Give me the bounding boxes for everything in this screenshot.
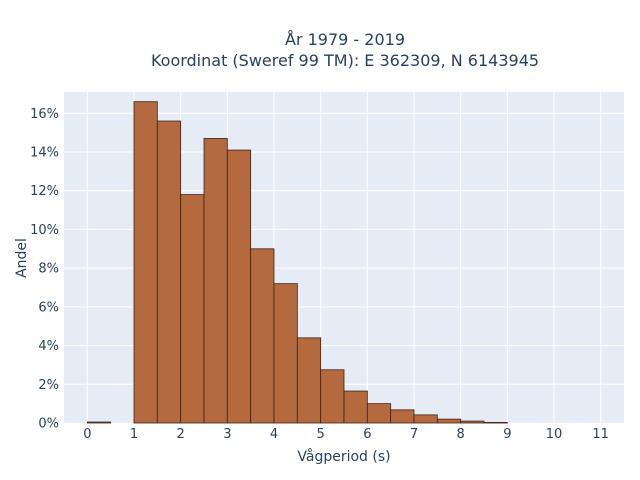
histogram-bar	[296, 337, 322, 424]
histogram-bar	[203, 138, 228, 424]
x-tick-label: 4	[270, 427, 278, 442]
y-axis-ticks: 0% 2% 4% 6% 8% 10% 12% 14% 16%	[30, 107, 59, 432]
y-tick-label: 0%	[38, 417, 59, 432]
y-tick-label: 6%	[38, 300, 59, 315]
chart-title-line-1: År 1979 - 2019	[285, 30, 405, 49]
histogram-bar	[226, 149, 252, 424]
y-tick-label: 10%	[30, 223, 59, 238]
chart-title-line-2: Koordinat (Sweref 99 TM): E 362309, N 61…	[151, 51, 539, 70]
y-tick-label: 16%	[30, 107, 59, 122]
histogram-bar	[273, 283, 298, 424]
x-tick-label: 6	[363, 427, 371, 442]
histogram-bar	[343, 390, 368, 424]
x-tick-label: 3	[223, 427, 231, 442]
histogram-bar	[86, 421, 112, 424]
histogram-bar	[483, 422, 508, 424]
x-tick-label: 1	[130, 427, 138, 442]
x-tick-label: 0	[83, 427, 91, 442]
histogram-bar	[250, 248, 275, 424]
histogram-bar	[133, 101, 158, 424]
x-tick-label: 2	[177, 427, 185, 442]
bars	[86, 101, 508, 424]
y-tick-label: 8%	[38, 262, 59, 277]
x-tick-label: 7	[410, 427, 418, 442]
histogram-bar	[320, 369, 345, 424]
y-axis-title: Andel	[14, 238, 30, 278]
x-tick-label: 11	[592, 427, 609, 442]
x-axis-ticks: 0 1 2 3 4 5 6 7 8 9 10 11	[83, 427, 609, 442]
x-tick-label: 5	[317, 427, 325, 442]
histogram-bar	[180, 194, 205, 424]
y-tick-label: 4%	[38, 339, 59, 354]
histogram-bar	[390, 409, 415, 424]
y-tick-label: 12%	[30, 184, 59, 199]
histogram-bar	[366, 403, 392, 424]
histogram-bar	[460, 420, 485, 424]
histogram-bar	[436, 418, 462, 424]
y-tick-label: 14%	[30, 146, 59, 161]
x-tick-label: 10	[546, 427, 563, 442]
x-tick-label: 8	[457, 427, 465, 442]
y-tick-label: 2%	[38, 378, 59, 393]
x-axis-title: Vågperiod (s)	[297, 448, 390, 465]
x-tick-label: 9	[503, 427, 511, 442]
histogram-bar	[156, 120, 182, 424]
histogram-bar	[413, 414, 438, 424]
